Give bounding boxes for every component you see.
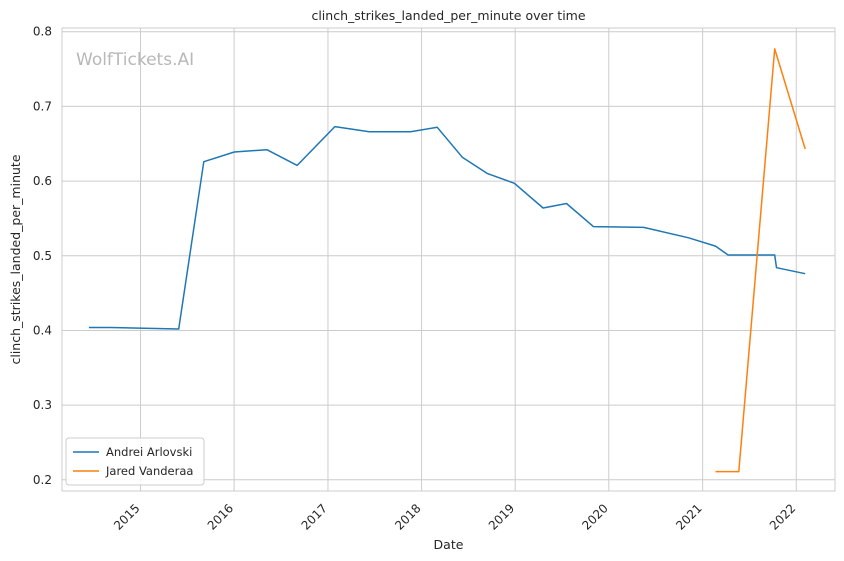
y-tick-label: 0.3: [33, 398, 52, 412]
y-gridlines: [62, 31, 835, 481]
x-gridlines: [139, 28, 797, 491]
legend-box: [65, 437, 205, 486]
legend: Andrei Arlovski Jared Vanderaa: [65, 437, 205, 486]
y-tick-label: 0.6: [33, 174, 52, 188]
x-tick-label: 2019: [486, 501, 517, 532]
y-tick-label: 0.4: [33, 323, 52, 337]
y-tick-labels: 0.2 0.3 0.4 0.5 0.6 0.7 0.8: [33, 25, 52, 487]
x-tick-label: 2018: [392, 501, 423, 532]
watermark-text: WolfTickets.AI: [76, 50, 194, 70]
x-tick-labels: 2015 2016 2017 2018 2019 2020 2021 2022: [111, 501, 798, 532]
y-tick-label: 0.8: [33, 25, 52, 39]
x-tick-label: 2017: [299, 501, 330, 532]
x-tick-label: 2021: [673, 501, 704, 532]
series-line-jared-vanderaa: [715, 48, 806, 473]
y-tick-label: 0.5: [33, 249, 52, 263]
legend-label: Andrei Arlovski: [106, 445, 192, 459]
y-tick-label: 0.2: [33, 473, 52, 487]
x-tick-label: 2022: [767, 501, 798, 532]
x-tick-label: 2020: [579, 501, 610, 532]
x-tick-label: 2016: [205, 501, 236, 532]
x-tick-label: 2015: [111, 501, 142, 532]
y-tick-label: 0.7: [33, 99, 52, 113]
y-axis-label: clinch_strikes_landed_per_minute: [8, 154, 23, 364]
x-axis-label: Date: [434, 537, 464, 552]
series-layer: [88, 48, 806, 473]
series-line-andrei-arlovski: [88, 125, 806, 330]
legend-label: Jared Vanderaa: [105, 464, 193, 478]
chart-title: clinch_strikes_landed_per_minute over ti…: [311, 8, 585, 23]
plot-area: [61, 27, 836, 492]
